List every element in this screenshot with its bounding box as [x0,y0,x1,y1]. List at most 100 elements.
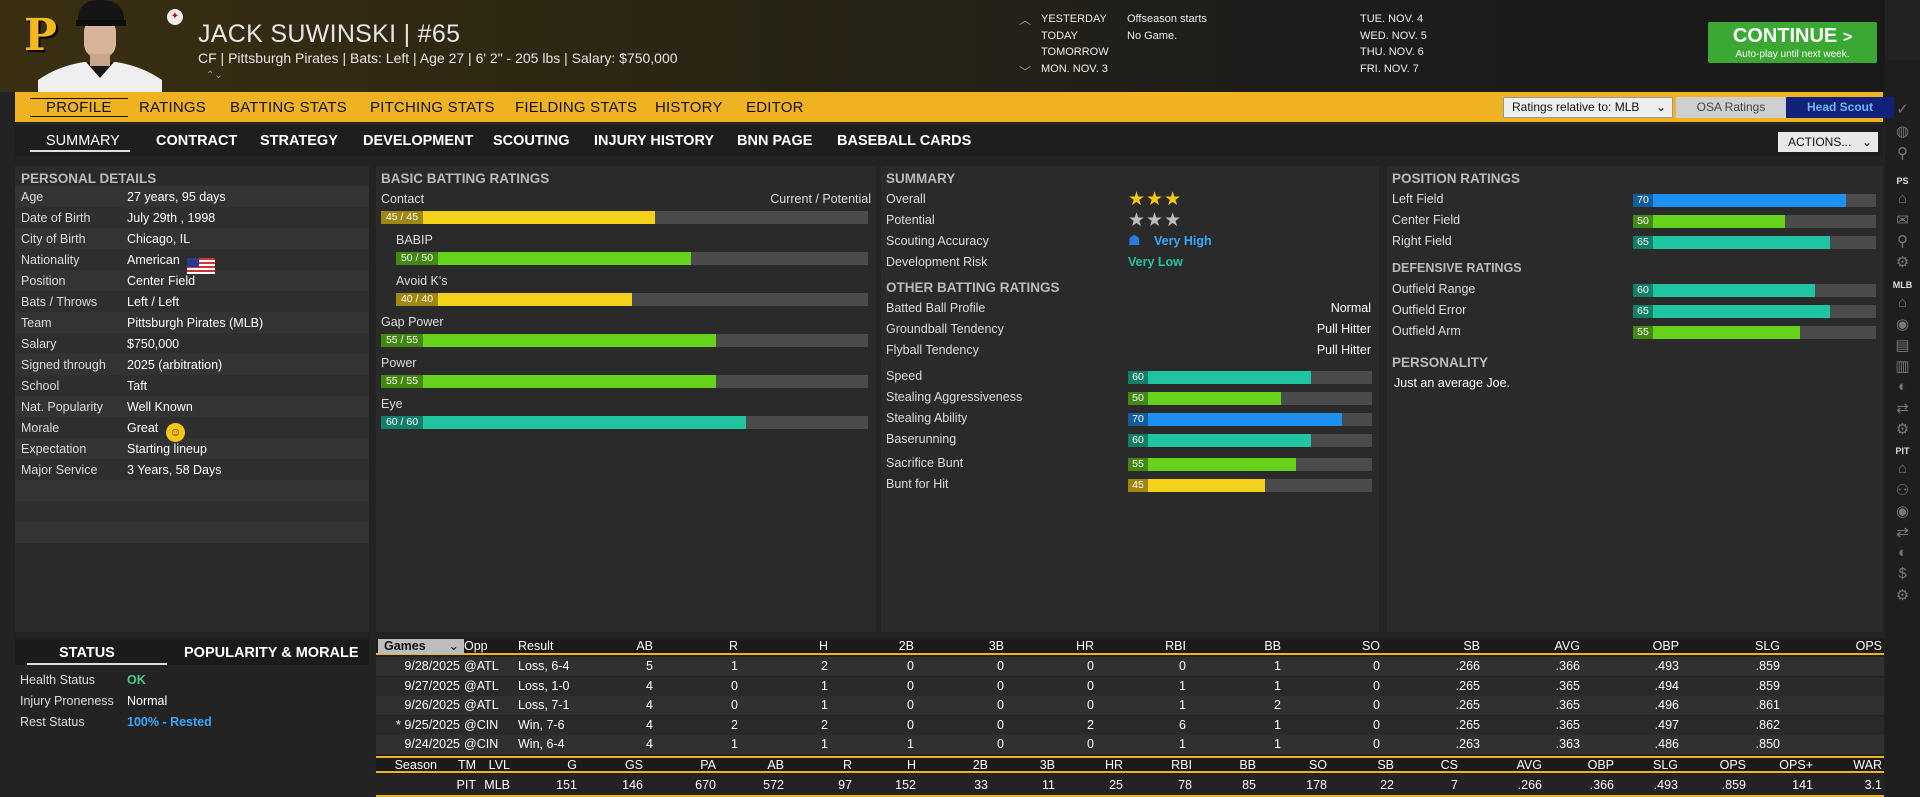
trade-icon[interactable]: ⇄ [1896,524,1909,541]
game-log-col-header[interactable]: HR [1075,639,1094,653]
tab-batting-stats[interactable]: BATTING STATS [230,99,347,116]
season-col-header[interactable]: CS [1440,758,1458,772]
season-col-header[interactable]: OPS [1719,758,1746,772]
season-col-header[interactable]: R [842,758,852,772]
season-col-header[interactable]: G [567,758,577,772]
game-log-col-header[interactable]: OPS [1855,639,1882,653]
table-row[interactable] [376,696,1884,715]
game-log-col-header[interactable]: AB [636,639,653,653]
upcoming-date[interactable]: TUE. NOV. 4 [1360,13,1424,25]
schedule-event[interactable]: No Game. [1127,29,1178,42]
tab-pitching-stats[interactable]: PITCHING STATS [370,99,495,116]
season-col-header[interactable]: 2B [972,758,988,772]
season-col-header[interactable]: 3B [1039,758,1055,772]
season-col-header[interactable]: AVG [1516,758,1542,772]
search-icon[interactable]: ⚲ [1897,233,1908,250]
game-log-col-header[interactable]: RBI [1165,639,1186,653]
ratings-relative-select[interactable]: Ratings relative to: MLB ⌄ [1503,97,1673,118]
roster-icon[interactable]: ⚇ [1895,482,1910,499]
game-log-col-header[interactable]: 3B [988,639,1004,653]
season-col-header[interactable]: OBP [1587,758,1614,772]
dollar-icon[interactable]: $ [1898,565,1907,582]
head-scout-toggle[interactable]: Head Scout [1786,97,1894,118]
season-col-header[interactable]: TM [457,758,476,772]
news-icon[interactable]: ▤ [1895,337,1910,354]
game-log-col-header[interactable]: OBP [1652,639,1679,653]
tab-injury-history[interactable]: INJURY HISTORY [594,133,715,149]
tab-profile[interactable]: PROFILE [30,92,128,122]
tab-scouting[interactable]: SCOUTING [493,133,570,149]
tab-strategy[interactable]: STRATEGY [260,133,338,149]
tab-ratings[interactable]: RATINGS [139,99,206,116]
season-col-header[interactable]: AB [767,758,784,772]
batting-rating-fill [381,334,716,347]
globe-icon[interactable]: ◍ [1895,123,1910,140]
schedule-up-icon[interactable]: ︿ [1019,13,1032,27]
season-col-header[interactable]: SO [1308,758,1327,772]
season-col-header[interactable]: SLG [1652,758,1678,772]
continue-button[interactable]: CONTINUE > Auto-play until next week. [1708,22,1877,63]
season-col-header[interactable]: SB [1377,758,1394,772]
tab-fielding-stats[interactable]: FIELDING STATS [515,99,638,116]
season-col-header[interactable]: PA [700,758,716,772]
gear-icon[interactable]: ⚙ [1895,254,1910,271]
game-log-col-header[interactable]: BB [1264,639,1281,653]
chart-icon[interactable]: ▥ [1895,358,1910,375]
game-log-col-header[interactable]: AVG [1554,639,1580,653]
upcoming-date[interactable]: FRI. NOV. 7 [1360,62,1419,75]
flag-icon[interactable]: ✦ [167,9,183,25]
season-col-header[interactable]: WAR [1853,758,1882,772]
tab-editor[interactable]: EDITOR [746,99,804,116]
pin-icon[interactable]: ⚲ [1897,145,1908,162]
tab-history[interactable]: HISTORY [655,99,723,116]
tab-baseball-cards[interactable]: BASEBALL CARDS [837,133,972,149]
schedule-down-icon[interactable]: ﹀ [1019,65,1032,79]
home-icon[interactable]: ⌂ [1897,190,1908,207]
upcoming-date[interactable]: THU. NOV. 6 [1360,46,1424,58]
location-icon[interactable]: ◉ [1895,316,1910,333]
baseball-icon[interactable]: ◐ [1897,378,1908,395]
game-log-col-header[interactable]: SO [1361,639,1380,653]
games-select[interactable]: Games ⌄ [378,639,464,654]
tab-development[interactable]: DEVELOPMENT [363,133,474,149]
table-row[interactable] [376,735,1884,754]
gear-icon[interactable]: ⚙ [1895,421,1910,438]
season-col-header[interactable]: H [906,758,916,772]
table-row[interactable] [376,715,1884,735]
actions-dropdown[interactable]: ACTIONS... ⌄ [1778,132,1878,152]
trade-icon[interactable]: ⇄ [1896,400,1909,417]
tab-contract[interactable]: CONTRACT [156,133,238,149]
expand-chevron-icon[interactable]: ⌃⌄ [206,70,223,81]
game-log-col-header[interactable]: R [728,639,738,653]
season-col-header[interactable]: RBI [1171,758,1192,772]
location-icon[interactable]: ◉ [1895,503,1910,520]
gear-icon[interactable]: ⚙ [1895,587,1910,604]
season-col-header[interactable]: LVL [488,758,510,772]
tab-status[interactable]: STATUS [59,645,115,661]
check-icon[interactable]: ✓ [1896,101,1909,118]
tab-bnn-page[interactable]: BNN PAGE [737,133,813,149]
baseball-icon[interactable]: ◐ [1897,544,1908,561]
mail-icon[interactable]: ✉ [1896,212,1909,229]
season-col-header[interactable]: BB [1239,758,1256,772]
table-row[interactable] [376,676,1884,696]
schedule-event[interactable]: Offseason starts [1127,13,1207,25]
table-row[interactable] [376,657,1884,676]
game-log-col-header[interactable]: H [818,639,828,653]
home-icon[interactable]: ⌂ [1897,294,1908,311]
season-col-header[interactable]: Season [394,758,437,772]
season-col-header[interactable]: OPS+ [1779,758,1813,772]
game-log-col-header[interactable]: SLG [1754,639,1780,653]
team-logo[interactable]: P [24,10,58,61]
game-log-col-header[interactable]: Opp [464,639,488,653]
tab-popularity-morale[interactable]: POPULARITY & MORALE [184,645,359,661]
game-log-col-header[interactable]: SB [1463,639,1480,653]
upcoming-date[interactable]: WED. NOV. 5 [1360,29,1427,42]
home-icon[interactable]: ⌂ [1897,460,1908,477]
osa-ratings-toggle[interactable]: OSA Ratings [1676,97,1786,118]
season-col-header[interactable]: HR [1104,758,1123,772]
tab-summary[interactable]: SUMMARY [30,125,130,156]
game-log-col-header[interactable]: Result [518,639,554,653]
season-col-header[interactable]: GS [624,758,643,772]
game-log-col-header[interactable]: 2B [898,639,914,653]
